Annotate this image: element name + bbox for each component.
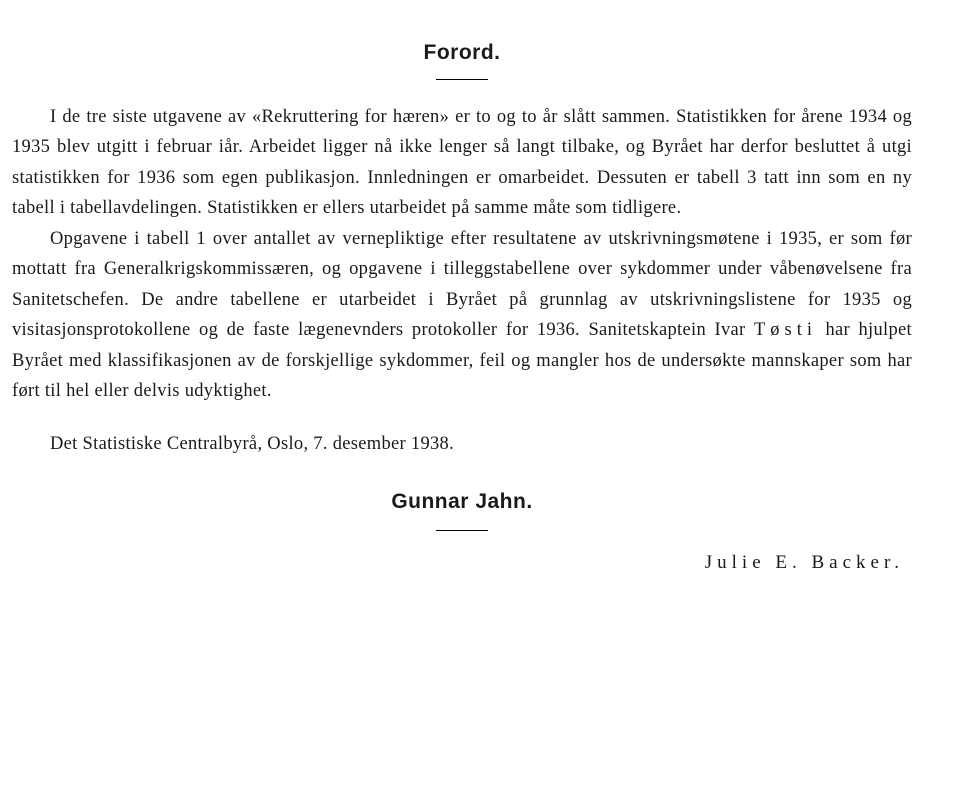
closing-line: Det Statistiske Centralbyrå, Oslo, 7. de… xyxy=(12,429,912,460)
signature-secondary: Julie E. Backer. xyxy=(12,547,912,578)
signature-rule xyxy=(436,530,488,531)
paragraph-2: Opgavene i tabell 1 over antallet av ver… xyxy=(12,224,912,407)
paragraph-1: I de tre siste utgavene av «Rekruttering… xyxy=(12,102,912,224)
document-title: Forord. xyxy=(12,36,912,71)
paragraph-2-emphasized-name: Tøsti xyxy=(754,320,817,340)
signature-main: Gunnar Jahn. xyxy=(12,485,912,520)
title-rule xyxy=(436,79,488,80)
